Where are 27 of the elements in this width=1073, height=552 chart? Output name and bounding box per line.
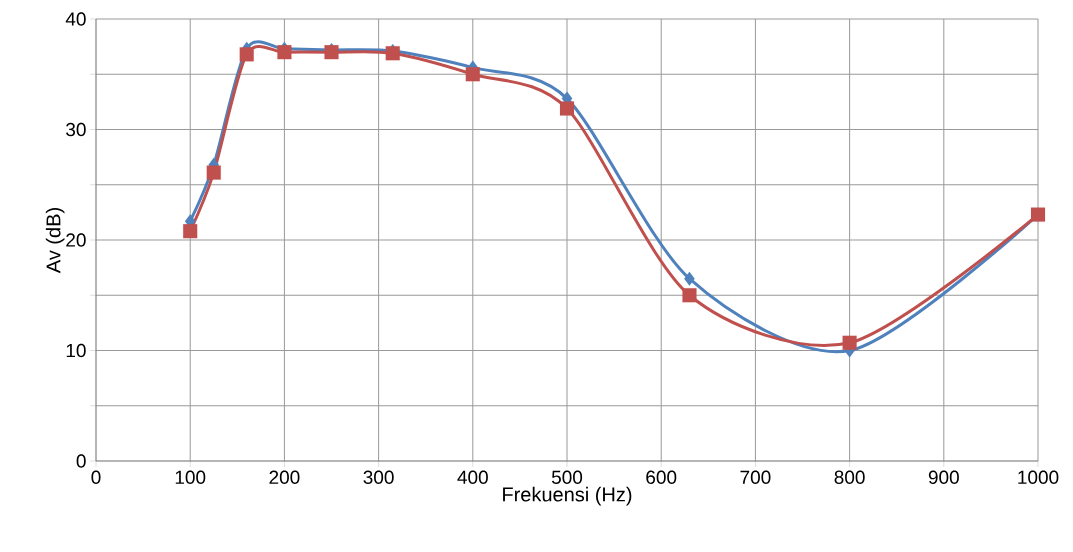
x-tick-label: 300 <box>363 470 394 484</box>
point <box>559 101 575 116</box>
x-tick-label: 1000 <box>1018 470 1059 484</box>
y-tick-label: 40 <box>65 12 86 26</box>
x-tick-label: 800 <box>834 470 865 484</box>
x-axis-title: Frekuensi (Hz) <box>503 486 632 506</box>
y-tick-label: 30 <box>66 122 86 137</box>
x-tick-label: 400 <box>457 470 488 484</box>
x-tick-label: 500 <box>551 470 583 484</box>
y-tick-label: 0 <box>76 454 86 468</box>
point <box>465 67 480 82</box>
point <box>206 165 221 180</box>
y-axis-title: Av (dB) <box>45 208 65 274</box>
point <box>684 271 695 286</box>
y-tick-label: 20 <box>66 233 86 247</box>
y-tick-label: 10 <box>66 343 86 358</box>
x-tick-label: 0 <box>91 470 101 484</box>
x-tick-label: 700 <box>740 470 771 484</box>
point <box>842 335 857 350</box>
point <box>682 288 697 303</box>
point <box>239 47 254 62</box>
x-tick-label: 900 <box>928 470 959 484</box>
x-tick-label: 100 <box>175 470 206 484</box>
x-tick-label: 200 <box>269 470 300 484</box>
point <box>183 224 198 239</box>
point <box>277 45 292 60</box>
x-tick-label: 600 <box>646 470 677 484</box>
